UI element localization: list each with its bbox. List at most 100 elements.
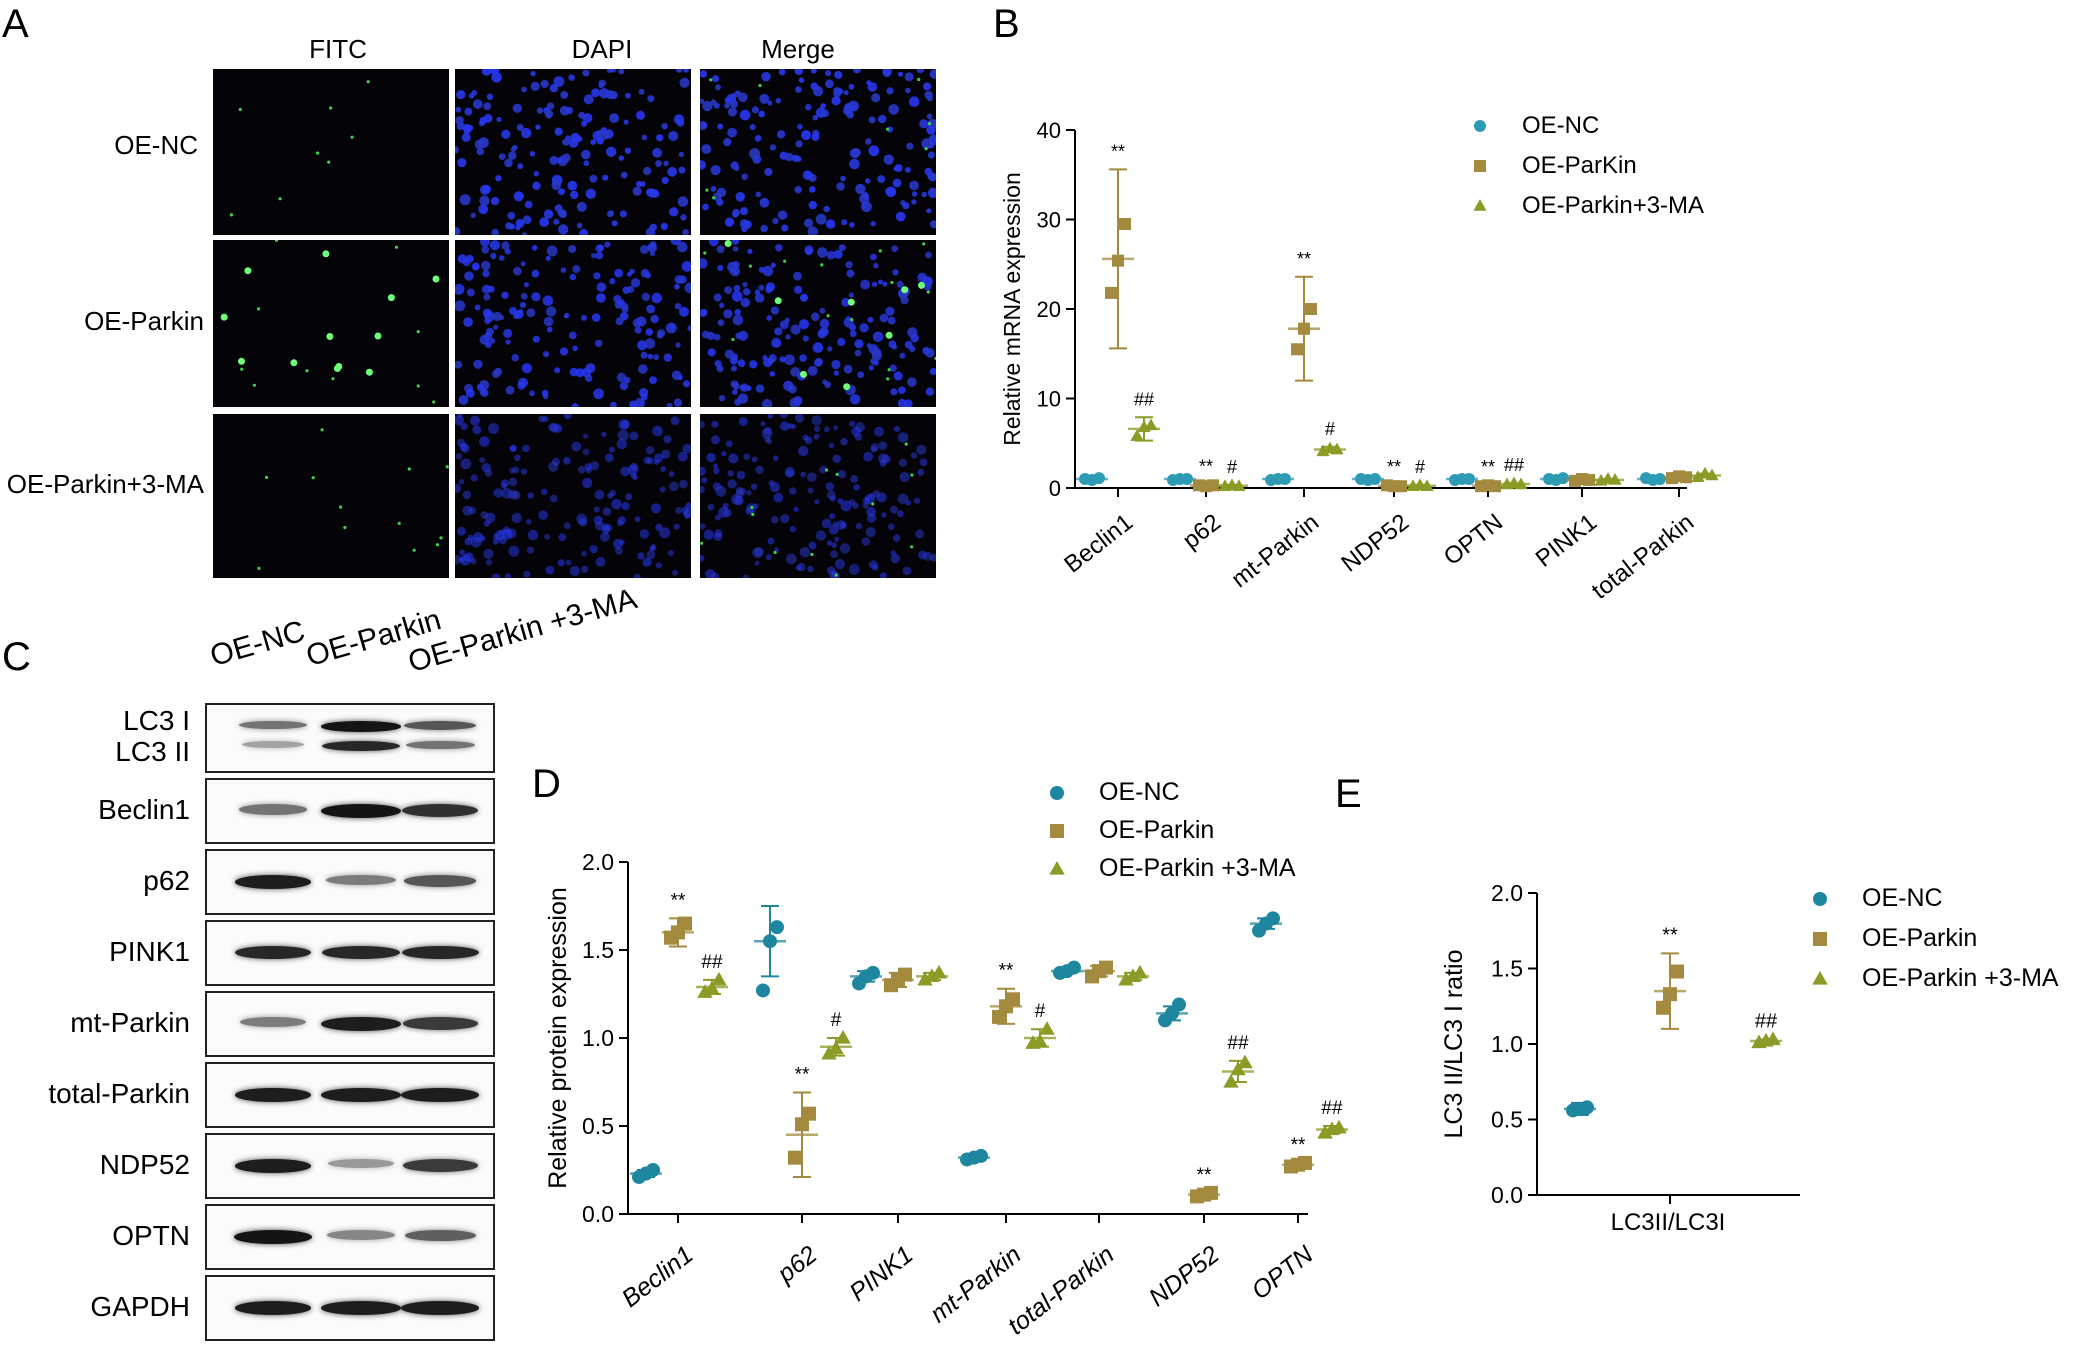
blot-band <box>239 721 307 730</box>
chart-d-y-tick-label: 2.0 <box>582 849 614 875</box>
chart-d-x-tick-label: Beclin1 <box>617 1240 699 1313</box>
blot-band <box>402 1017 478 1030</box>
blot-band <box>326 875 396 886</box>
chart-b-significance-mark: ## <box>1504 455 1524 475</box>
panel-label-d: D <box>532 762 561 806</box>
chart-b-point <box>1112 254 1124 267</box>
blot-band <box>320 804 402 818</box>
chart-b-legend-marker <box>1474 120 1486 132</box>
chart-b-significance-mark: ** <box>1111 141 1125 161</box>
blot-label-5: total-Parkin <box>48 1078 190 1109</box>
chart-d-point <box>924 968 940 982</box>
chart-d-point <box>992 1009 1006 1024</box>
chart-b-significance-mark: # <box>1227 457 1237 477</box>
chart-b-x-tick-label: total-Parkin <box>1587 509 1699 605</box>
blot-band <box>321 1088 401 1102</box>
chart-b-point <box>1583 473 1595 486</box>
row-label-oe-parkin: OE-Parkin <box>84 306 204 336</box>
chart-d-x-tick-label: p62 <box>772 1240 823 1288</box>
chart-b-y-tick-label: 40 <box>1037 118 1061 143</box>
chart-e-legend-label: OE-Parkin <box>1862 924 1977 952</box>
chart-b-point <box>1093 472 1105 485</box>
chart-d-point <box>931 964 947 979</box>
blot-band <box>401 1088 479 1102</box>
chart-d-point <box>1230 1061 1246 1076</box>
chart-d-point <box>678 916 692 931</box>
micrograph-oe-nc-merge <box>700 69 936 235</box>
blot-band <box>405 741 475 750</box>
blot-band <box>320 721 402 732</box>
column-header-fitc: FITC <box>309 34 367 64</box>
blot-band <box>402 804 478 817</box>
chart-b-point <box>1291 343 1303 356</box>
chart-d-point <box>866 965 880 980</box>
chart-d-significance-mark: ## <box>1321 1098 1343 1119</box>
chart-d-point <box>788 1150 802 1165</box>
chart-b-significance-mark: ** <box>1199 456 1213 476</box>
micrograph-oe-parkin-3ma-fitc <box>213 414 449 578</box>
panel-label-b: B <box>993 2 1020 46</box>
chart-d-significance-mark: ** <box>1291 1135 1306 1156</box>
chart-b-point <box>1279 473 1291 486</box>
chart-d-legend-label: OE-NC <box>1099 778 1180 806</box>
chart-b-x-tick-label: OPTN <box>1439 509 1508 571</box>
blot-strip-8 <box>205 1275 495 1341</box>
blot-band <box>235 946 311 960</box>
micrograph-oe-parkin-3ma-merge <box>700 414 936 578</box>
chart-d-x-tick-label: PINK1 <box>844 1240 918 1307</box>
chart-d-significance-mark: # <box>1035 1001 1046 1022</box>
chart-d-point <box>821 1045 837 1060</box>
chart-b-significance-mark: # <box>1415 457 1425 477</box>
chart-d-point <box>1204 1185 1218 1200</box>
chart-b-point <box>1514 477 1528 490</box>
chart-b-x-tick-label: NDP52 <box>1336 509 1414 578</box>
blot-band <box>234 1301 312 1315</box>
chart-d-point <box>1132 964 1148 979</box>
blot-band <box>234 875 312 889</box>
chart-d-point <box>1331 1119 1347 1134</box>
chart-e-legend-marker <box>1812 970 1828 985</box>
chart-e-y-axis-label: LC3 II/LC3 I ratio <box>1440 950 1468 1139</box>
chart-b-point <box>1130 429 1144 441</box>
chart-d-significance-mark: # <box>831 1010 842 1031</box>
chart-d-significance-mark: ** <box>671 890 686 911</box>
chart-b-point <box>1395 480 1407 493</box>
chart-d-significance-mark: ** <box>999 961 1014 982</box>
chart-d-point <box>1172 997 1186 1012</box>
blot-strip-3 <box>205 920 495 986</box>
chart-b-y-axis-label: Relative mRNA expression <box>999 172 1025 446</box>
chart-b-significance-mark: ** <box>1481 457 1495 477</box>
chart-e-point <box>1580 1100 1594 1115</box>
chart-d-legend-label: OE-Parkin +3-MA <box>1099 854 1296 882</box>
chart-d-x-tick-label: NDP52 <box>1144 1240 1225 1312</box>
chart-b-point <box>1369 473 1381 486</box>
row-label-oe-nc: OE-NC <box>114 130 198 160</box>
chart-e-legend-marker <box>1813 932 1827 946</box>
micrograph-oe-parkin-3ma-dapi <box>455 414 691 578</box>
chart-b-point <box>1654 473 1666 486</box>
chart-b-point <box>1420 479 1434 492</box>
blot-label-0: LC3 I <box>123 705 190 736</box>
chart-d-point <box>1032 1033 1048 1048</box>
chart-d-y-axis-label: Relative protein expression <box>544 887 572 1189</box>
blot-band <box>241 741 305 748</box>
chart-d-point <box>1266 911 1280 926</box>
blot-strip-1 <box>205 778 495 844</box>
chart-b-point <box>1207 479 1219 492</box>
chart-b-y-tick-label: 30 <box>1037 208 1061 233</box>
chart-d-significance-mark: ## <box>1227 1033 1249 1054</box>
chart-d-point <box>1039 1021 1055 1035</box>
chart-e-point <box>1663 987 1677 1002</box>
chart-d-significance-mark: ## <box>701 952 723 973</box>
chart-b-point <box>1705 468 1719 481</box>
chart-d-legend-marker <box>1050 786 1064 800</box>
chart-d-y-tick-label: 0.5 <box>582 1113 614 1139</box>
micrograph-oe-parkin-merge <box>700 240 936 407</box>
chart-b-point <box>1691 470 1705 483</box>
chart-b-significance-mark: ** <box>1387 457 1401 477</box>
blot-band <box>239 804 307 815</box>
chart-b-legend-label: OE-ParKin <box>1522 152 1637 179</box>
blot-band <box>326 1230 396 1241</box>
blot-label-1: Beclin1 <box>98 794 190 825</box>
micrograph-oe-nc-fitc <box>213 69 449 235</box>
